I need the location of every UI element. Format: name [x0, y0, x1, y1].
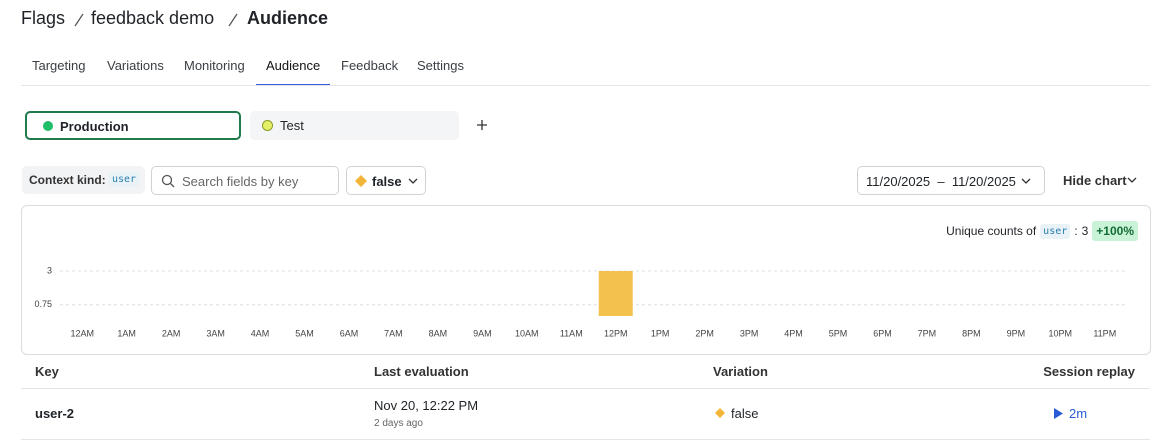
- diamond-icon: [355, 175, 367, 187]
- x-tick-label: 6PM: [873, 328, 892, 338]
- x-tick-label: 12AM: [70, 328, 94, 338]
- chart: 3 0.75 12AM 1AM 2AM 3AM 4AM 5AM 6AM 7AM 8AM 9AM 10AM…: [34, 265, 1127, 338]
- env-tab[interactable]: Test: [250, 111, 459, 140]
- hide-chart-button[interactable]: Hide chart: [1055, 166, 1141, 195]
- variation-filter[interactable]: false: [346, 166, 426, 195]
- tab[interactable]: Settings: [417, 58, 464, 73]
- x-tick-label: 2PM: [695, 328, 714, 338]
- env-name: Production: [60, 119, 129, 134]
- x-tick-label: 12PM: [604, 328, 628, 338]
- x-tick-label: 3AM: [206, 328, 225, 338]
- tab[interactable]: Variations: [107, 58, 164, 73]
- x-tick-label: 6AM: [340, 328, 359, 338]
- search-placeholder: Search fields by key: [182, 174, 299, 189]
- summary-label: Unique counts of: [946, 224, 1037, 238]
- diamond-icon: [715, 408, 725, 418]
- env-dot: [43, 121, 53, 131]
- x-tick-label: 4PM: [784, 328, 803, 338]
- row-variation: false: [731, 406, 759, 421]
- bar: [598, 271, 633, 316]
- breadcrumb-item[interactable]: Flags: [21, 8, 66, 28]
- context-kind-label: Context kind:: [29, 173, 106, 187]
- divider: [21, 388, 1150, 389]
- row-replay[interactable]: 2m: [1054, 406, 1087, 421]
- row-relative-time: 2 days ago: [374, 418, 423, 429]
- separator: [228, 13, 238, 27]
- x-tick-label: 10AM: [515, 328, 539, 338]
- row-replay-duration: 2m: [1069, 406, 1088, 421]
- y-tick-label: 3: [47, 265, 52, 275]
- tab[interactable]: Monitoring: [184, 58, 245, 73]
- chevron: [408, 178, 418, 184]
- chevron: [1127, 177, 1137, 183]
- date-to: 11/20/2025: [951, 174, 1016, 189]
- date-from: 11/20/2025: [866, 174, 931, 189]
- x-tick-label: 3PM: [740, 328, 759, 338]
- env-tab[interactable]: Production: [25, 111, 241, 140]
- column-header: Variation: [713, 364, 768, 379]
- row-key: user-2: [35, 406, 75, 421]
- x-tick-label: 11AM: [560, 328, 583, 338]
- summary-separator: :: [1074, 224, 1078, 238]
- chart-summary: Unique counts of user : 3 +100%: [946, 221, 1138, 241]
- x-tick-label: 8AM: [429, 328, 448, 338]
- env-dot: [262, 120, 273, 131]
- context-kind-value: user: [109, 172, 140, 187]
- separator: [74, 13, 84, 27]
- x-tick-label: 9AM: [473, 328, 492, 338]
- row-last-evaluation: Nov 20, 12:22 PM: [374, 398, 479, 413]
- divider: [21, 85, 1150, 86]
- x-tick-label: 9PM: [1007, 328, 1026, 338]
- x-tick-label: 11PM: [1093, 328, 1116, 338]
- play-icon: [1054, 408, 1063, 419]
- column-header: Last evaluation: [374, 364, 469, 379]
- chevron: [1021, 178, 1031, 184]
- x-tick-label: 2AM: [162, 328, 181, 338]
- chart-card: Unique counts of user : 3 +100% 3 0.75 12A…: [21, 205, 1151, 355]
- tab[interactable]: Targeting: [32, 58, 86, 73]
- add-env-button[interactable]: [476, 119, 488, 131]
- tab[interactable]: Feedback: [341, 58, 399, 73]
- summary-kind: user: [1040, 223, 1071, 239]
- x-tick-label: 10PM: [1049, 328, 1073, 338]
- context-kind[interactable]: Context kind: user: [22, 166, 145, 194]
- search-input[interactable]: Search fields by key: [151, 166, 339, 195]
- env-name: Test: [280, 118, 304, 133]
- breadcrumb-item[interactable]: feedback demo: [91, 8, 215, 28]
- x-tick-label: 1AM: [117, 328, 136, 338]
- breadcrumb-item: Audience: [247, 8, 329, 28]
- x-tick-label: 7AM: [384, 328, 403, 338]
- hide-chart-label: Hide chart: [1063, 173, 1127, 188]
- date-range[interactable]: 11/20/2025 – 11/20/2025: [857, 166, 1045, 195]
- x-tick-label: 7PM: [918, 328, 937, 338]
- date-range-text: 11/20/2025 – 11/20/2025: [866, 174, 1016, 189]
- column-header: Session replay: [1043, 364, 1135, 379]
- search-icon: [161, 174, 175, 188]
- x-tick-label: 1PM: [651, 328, 670, 338]
- x-tick-label: 4AM: [251, 328, 270, 338]
- y-tick-label: 0.75: [34, 299, 52, 309]
- variation-value: false: [372, 174, 402, 189]
- divider: [21, 439, 1150, 440]
- x-tick-label: 8PM: [962, 328, 981, 338]
- summary-change: +100%: [1092, 221, 1138, 241]
- x-tick-label: 5PM: [829, 328, 848, 338]
- date-separator: –: [937, 174, 945, 189]
- x-tick-label: 5AM: [295, 328, 314, 338]
- column-header: Key: [35, 364, 59, 379]
- tab[interactable]: Audience: [266, 58, 321, 73]
- summary-count: 3: [1081, 224, 1089, 238]
